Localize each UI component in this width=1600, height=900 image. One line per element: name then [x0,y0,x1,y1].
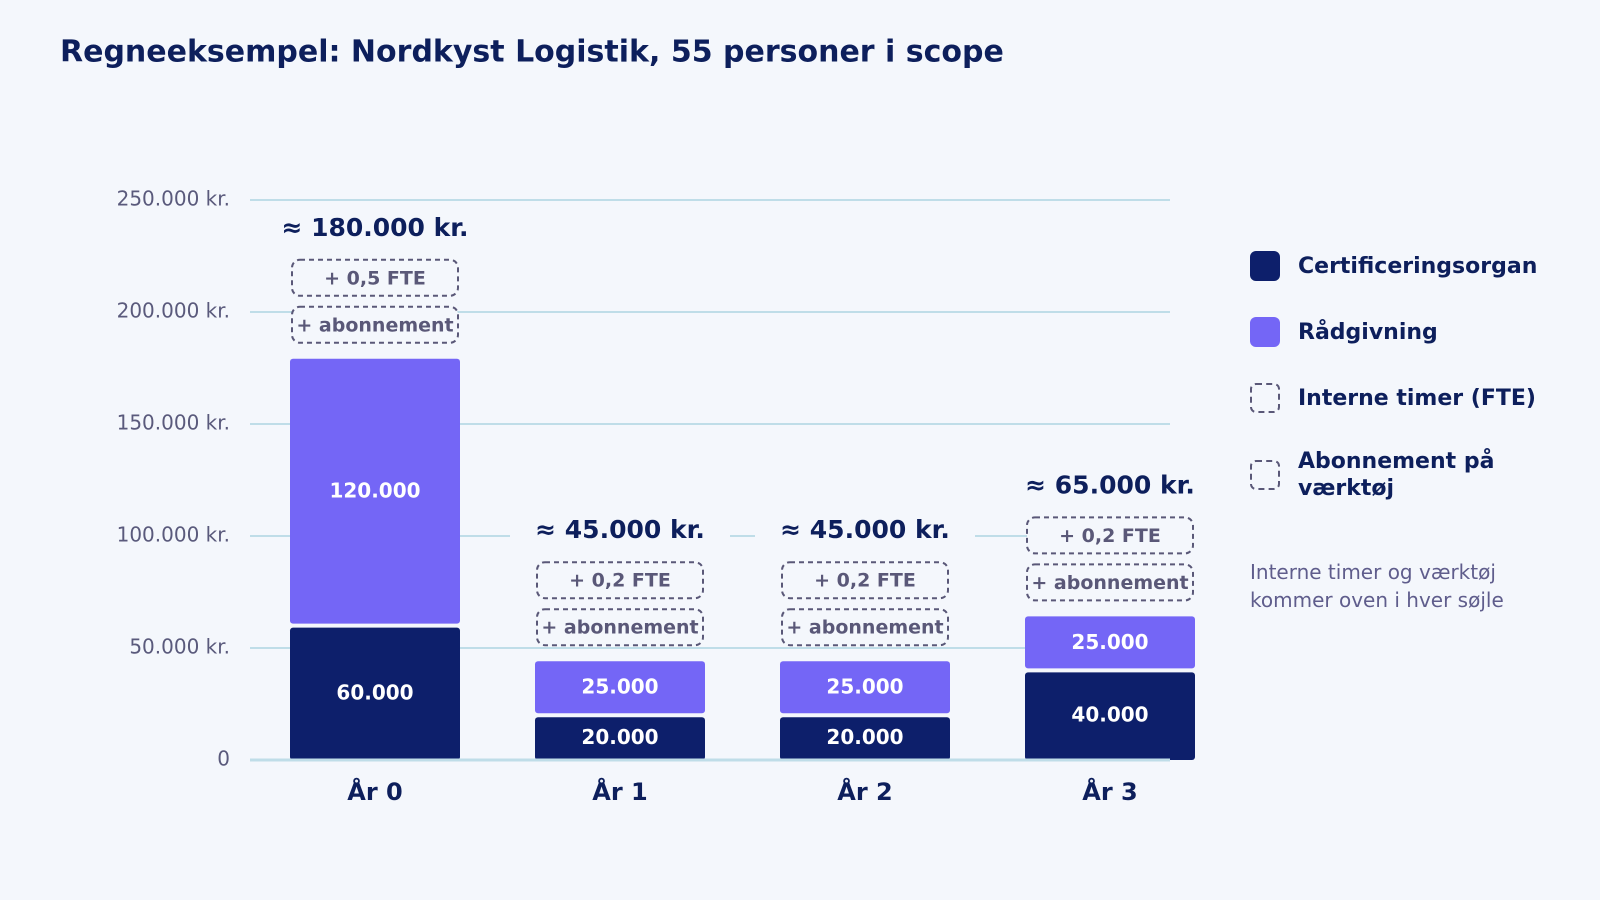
extra-label: + 0,5 FTE [324,267,426,289]
bar-segment [290,627,460,760]
value-label: 25.000 [826,675,903,699]
bar-segment [535,717,705,760]
value-label: 60.000 [336,680,413,704]
y-tick-label: 250.000 kr. [117,187,230,211]
total-label: ≈ 65.000 kr. [1025,470,1195,499]
extra-label: + 0,2 FTE [814,570,916,592]
extra-label: + 0,2 FTE [569,570,671,592]
value-label: 40.000 [1071,703,1148,727]
legend-label: Certificeringsorgan [1298,253,1538,279]
extra-box [1026,563,1194,602]
extra-box [291,258,459,297]
extra-box [291,305,459,344]
bar-segment [780,717,950,760]
extra-box [781,561,949,600]
y-tick-label: 100.000 kr. [117,523,230,547]
x-tick-label: År 1 [592,777,647,806]
bar-segment [780,661,950,714]
legend-swatch [1250,460,1280,490]
legend-item: Rådgivning [1250,317,1538,347]
legend-label: Abonnement på værktøj [1298,449,1495,501]
extra-box [536,608,704,647]
bar-segment [1025,672,1195,760]
extra-label: + abonnement [296,314,453,336]
bar-segment [290,358,460,624]
x-tick-label: År 2 [837,777,892,806]
y-tick-label: 0 [217,747,230,771]
value-label: 120.000 [329,479,420,503]
legend-swatch [1250,317,1280,347]
value-label: 25.000 [1071,630,1148,654]
value-label: 20.000 [581,725,658,749]
extra-box [781,608,949,647]
total-label-bg [510,513,730,550]
extra-label: + abonnement [1031,572,1188,594]
extra-label: + abonnement [541,617,698,639]
chart-title: Regneeksempel: Nordkyst Logistik, 55 per… [60,35,1004,70]
value-label: 20.000 [826,725,903,749]
bar-segment [1025,616,1195,669]
total-label-bg [755,513,975,550]
extra-label: + abonnement [786,617,943,639]
total-label-bg [265,210,485,247]
note: Interne timer og værktøj kommer oven i h… [1250,560,1504,612]
bar-segment [535,661,705,714]
total-label-bg [1000,468,1220,505]
x-tick-label: År 3 [1082,777,1137,806]
y-tick-label: 200.000 kr. [117,299,230,323]
legend-label: Rådgivning [1298,319,1438,345]
legend-item: Abonnement på værktøj [1250,448,1538,502]
total-label: ≈ 180.000 kr. [281,213,468,242]
y-tick-label: 50.000 kr. [129,635,230,659]
total-label: ≈ 45.000 kr. [535,515,705,544]
extra-box [1026,516,1194,555]
total-label: ≈ 45.000 kr. [780,515,950,544]
legend-swatch [1250,251,1280,281]
y-tick-label: 150.000 kr. [117,411,230,435]
extra-box [536,561,704,600]
x-tick-label: År 0 [347,777,402,806]
legend-item: Certificeringsorgan [1250,251,1538,281]
extra-label: + 0,2 FTE [1059,525,1161,547]
value-label: 25.000 [581,675,658,699]
legend-label: Interne timer (FTE) [1298,385,1536,411]
legend-swatch [1250,383,1280,413]
legend-item: Interne timer (FTE) [1250,383,1538,413]
